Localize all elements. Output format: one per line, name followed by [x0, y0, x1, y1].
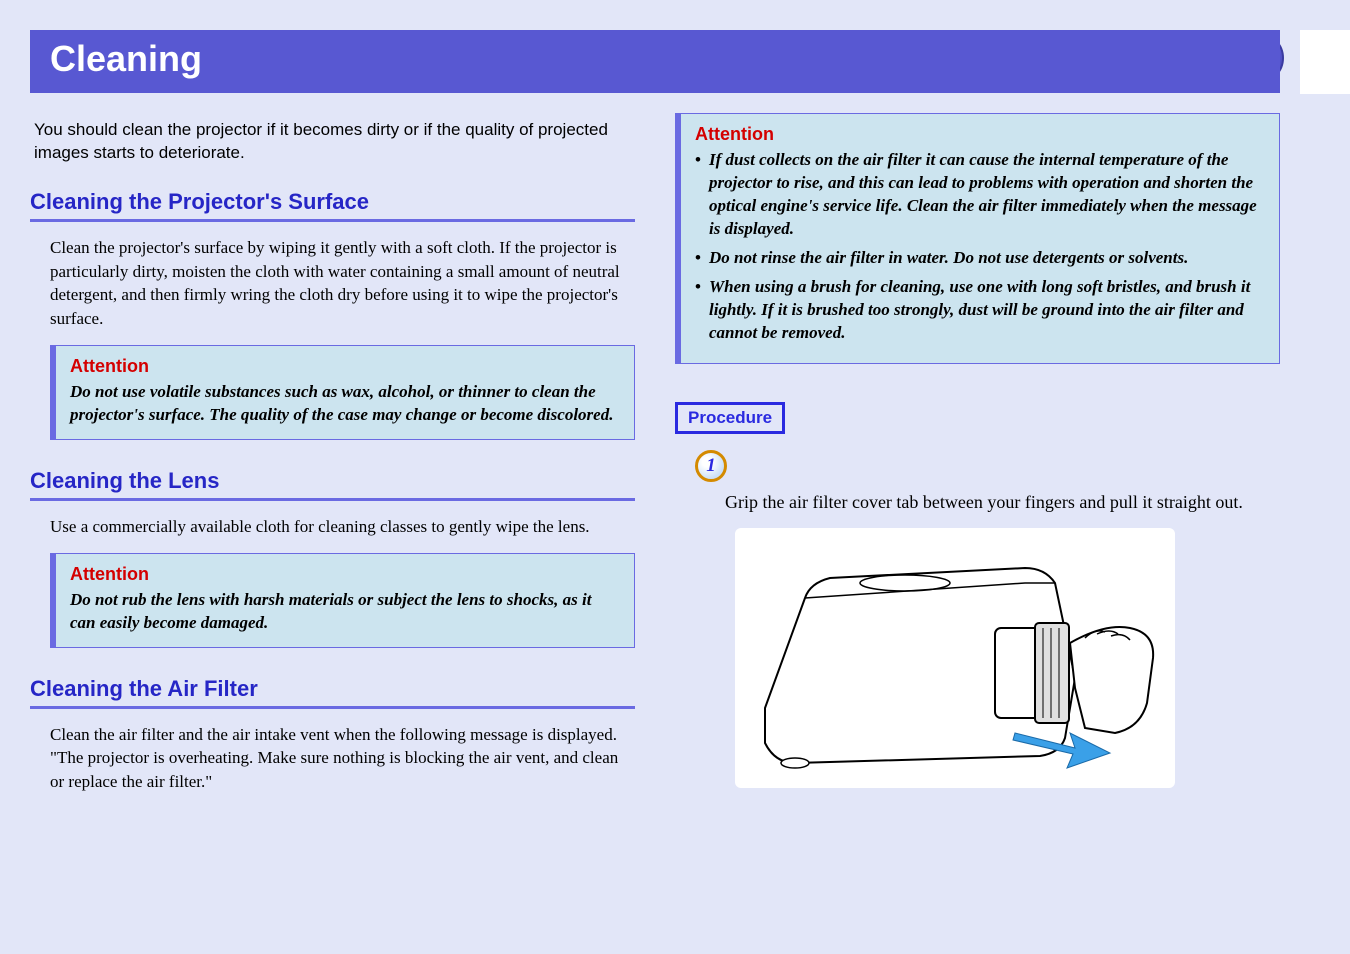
projector-diagram-icon — [735, 528, 1175, 788]
air-filter-illustration — [735, 528, 1175, 788]
two-column-layout: You should clean the projector if it bec… — [30, 93, 1280, 808]
attention-title-lens: Attention — [70, 564, 620, 585]
body-surface: Clean the projector's surface by wiping … — [30, 236, 635, 345]
left-column: You should clean the projector if it bec… — [30, 113, 635, 808]
attention-surface: Attention Do not use volatile substances… — [50, 345, 635, 440]
page-content: Cleaning You should clean the projector … — [30, 30, 1280, 808]
heading-lens: Cleaning the Lens — [30, 468, 635, 501]
title-banner: Cleaning — [30, 30, 1280, 93]
step-text: Grip the air filter cover tab between yo… — [695, 490, 1280, 514]
attention-filter: Attention If dust collects on the air fi… — [675, 113, 1280, 364]
attention-title-surface: Attention — [70, 356, 620, 377]
step-number-badge: 1 — [695, 450, 727, 482]
attention-filter-item: If dust collects on the air filter it ca… — [695, 149, 1265, 241]
right-column: Attention If dust collects on the air fi… — [675, 113, 1280, 808]
procedure-step-1: 1 Grip the air filter cover tab between … — [675, 450, 1280, 514]
page-title: Cleaning — [50, 38, 1260, 80]
heading-filter: Cleaning the Air Filter — [30, 676, 635, 709]
attention-lens: Attention Do not rub the lens with harsh… — [50, 553, 635, 648]
attention-body-lens: Do not rub the lens with harsh materials… — [70, 589, 620, 635]
procedure-label: Procedure — [675, 402, 785, 434]
intro-text: You should clean the projector if it bec… — [30, 119, 635, 165]
attention-title-filter: Attention — [695, 124, 1265, 145]
body-filter: Clean the air filter and the air intake … — [30, 723, 635, 808]
attention-filter-item: When using a brush for cleaning, use one… — [695, 276, 1265, 345]
attention-body-surface: Do not use volatile substances such as w… — [70, 381, 620, 427]
page-edge-white — [1300, 30, 1350, 94]
attention-body-filter: If dust collects on the air filter it ca… — [695, 149, 1265, 345]
heading-surface: Cleaning the Projector's Surface — [30, 189, 635, 222]
attention-filter-item: Do not rinse the air filter in water. Do… — [695, 247, 1265, 270]
attention-filter-list: If dust collects on the air filter it ca… — [695, 149, 1265, 345]
body-lens: Use a commercially available cloth for c… — [30, 515, 635, 553]
